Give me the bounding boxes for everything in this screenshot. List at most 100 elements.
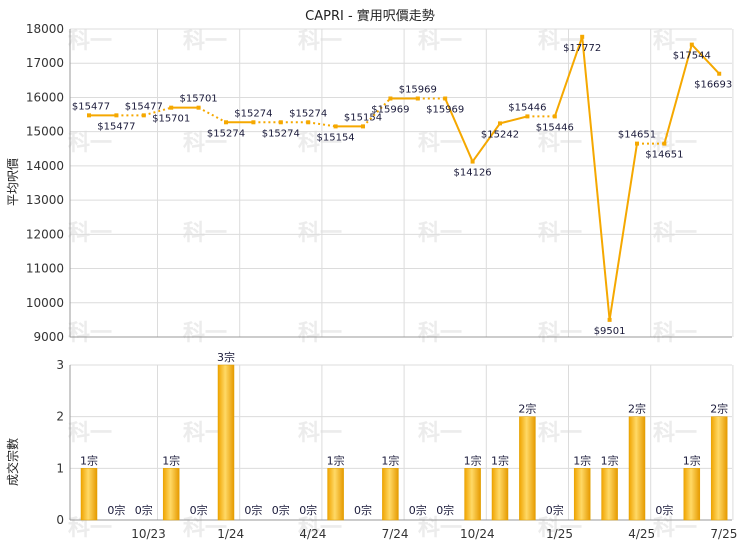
watermark-text: 科一 xyxy=(183,131,227,156)
watermark-text: 科一 xyxy=(68,131,112,156)
watermark-text: 科一 xyxy=(538,29,582,54)
data-point xyxy=(443,96,448,101)
y-tick-label-price: 12000 xyxy=(26,227,64,241)
data-point xyxy=(114,113,119,118)
watermark-text: 科一 xyxy=(653,221,697,246)
y-tick-label-price: 16000 xyxy=(26,90,64,104)
data-point xyxy=(498,121,502,126)
x-tick-label: 10/23 xyxy=(131,527,166,541)
watermark-text: 科一 xyxy=(418,29,462,54)
y-tick-label-price: 13000 xyxy=(26,193,64,207)
bar-series xyxy=(80,364,728,521)
bar xyxy=(628,416,646,521)
bar-value-label: 1宗 xyxy=(327,453,345,467)
bar xyxy=(491,468,509,521)
bar xyxy=(710,416,728,521)
bar xyxy=(464,468,481,521)
price-data-label: $15701 xyxy=(180,94,218,105)
bar-value-label: 2宗 xyxy=(710,402,728,416)
price-data-label: $15274 xyxy=(234,108,272,119)
price-data-label: $15154 xyxy=(317,132,355,143)
bar xyxy=(601,468,618,521)
data-point xyxy=(251,120,256,125)
watermark-text: 科一 xyxy=(183,321,227,346)
bar xyxy=(80,468,98,521)
watermark-text: 科一 xyxy=(183,29,227,54)
price-data-label: $15969 xyxy=(399,85,437,96)
price-data-label: $14651 xyxy=(645,150,683,161)
y-tick-label-price: 11000 xyxy=(26,262,64,276)
x-tick-label: 7/24 xyxy=(382,527,409,541)
bar xyxy=(327,468,344,521)
data-point xyxy=(278,120,283,125)
data-point xyxy=(169,105,174,110)
price-data-label: $15477 xyxy=(125,101,163,112)
x-tick-label: 4/25 xyxy=(628,527,655,541)
bar-value-label: 0宗 xyxy=(436,503,454,517)
bar-value-label: 2宗 xyxy=(518,402,536,416)
y-tick-label-volume: 3 xyxy=(56,358,64,372)
data-point xyxy=(361,124,365,129)
price-data-label: $15446 xyxy=(508,102,546,113)
price-data-label: $9501 xyxy=(594,326,626,337)
data-point xyxy=(87,113,91,118)
y-tick-label-volume: 0 xyxy=(56,513,64,527)
watermark-text: 科一 xyxy=(68,321,112,346)
watermark-text: 科一 xyxy=(418,421,462,446)
data-point xyxy=(580,34,585,39)
x-tick-label: 10/24 xyxy=(460,527,495,541)
bar xyxy=(573,468,591,521)
bar-value-label: 2宗 xyxy=(628,402,646,416)
data-point xyxy=(224,120,228,125)
watermark-text: 科一 xyxy=(653,421,697,446)
data-point xyxy=(635,141,639,146)
bar-value-label: 3宗 xyxy=(217,350,235,364)
watermark-text: 科一 xyxy=(418,221,462,246)
y-tick-label-volume: 1 xyxy=(56,461,64,475)
watermark-text: 科一 xyxy=(298,221,342,246)
price-data-label: $15274 xyxy=(289,108,327,119)
y-axis-title-price: 平均呎價 xyxy=(6,158,20,206)
y-tick-label-price: 15000 xyxy=(26,125,64,139)
y-tick-label-price: 9000 xyxy=(33,330,64,344)
price-data-label: $15477 xyxy=(97,121,135,132)
bar-value-label: 1宗 xyxy=(683,453,701,467)
bar-value-label: 0宗 xyxy=(655,503,673,517)
x-tick-label: 1/24 xyxy=(217,527,244,541)
bar-value-label: 1宗 xyxy=(573,453,591,467)
bar-value-label: 0宗 xyxy=(244,503,262,517)
y-tick-label-volume: 2 xyxy=(56,410,64,424)
bar-value-label: 1宗 xyxy=(601,453,619,467)
data-point xyxy=(141,113,146,118)
data-point xyxy=(607,317,612,322)
line-segment xyxy=(553,36,584,117)
x-tick-label: 7/25 xyxy=(710,527,737,541)
data-point xyxy=(388,96,393,101)
data-point xyxy=(689,42,694,47)
price-data-label: $15154 xyxy=(344,112,382,123)
data-point xyxy=(333,124,338,129)
data-point xyxy=(470,159,475,164)
chart-title: CAPRI - 實用呎價走勢 xyxy=(305,8,435,24)
line-segment xyxy=(471,122,501,163)
line-segment xyxy=(444,98,474,162)
data-point xyxy=(662,141,667,146)
price-data-label: $15242 xyxy=(481,129,519,140)
watermark-text: 科一 xyxy=(418,131,462,156)
line-segment xyxy=(663,44,693,144)
x-tick-label: 4/24 xyxy=(299,527,326,541)
bar-value-label: 0宗 xyxy=(299,503,317,517)
line-segment xyxy=(691,43,720,75)
bar xyxy=(162,468,180,521)
bar-value-label: 0宗 xyxy=(272,503,290,517)
data-point xyxy=(415,96,420,101)
line-segment xyxy=(581,36,611,320)
bar-value-label: 0宗 xyxy=(135,503,153,517)
bar xyxy=(217,364,235,521)
price-data-label: $14651 xyxy=(618,130,656,141)
bar-value-label: 1宗 xyxy=(162,453,180,467)
bar-value-label: 1宗 xyxy=(381,453,399,467)
data-point xyxy=(196,105,201,110)
bar-value-label: 1宗 xyxy=(491,453,509,467)
